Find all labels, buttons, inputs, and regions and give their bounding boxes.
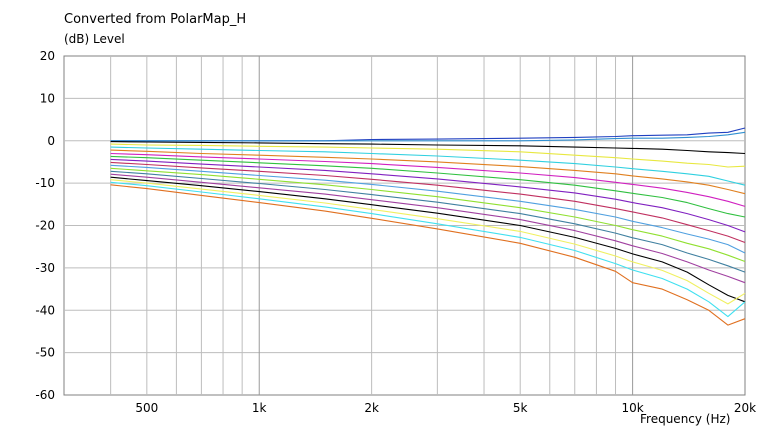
series-line-8	[110, 155, 746, 218]
y-tick-label: -50	[35, 346, 55, 360]
series-line-16	[110, 179, 746, 305]
x-tick-label: 2k	[364, 401, 379, 415]
series-line-4	[110, 143, 746, 168]
x-tick-label: 10k	[621, 401, 643, 415]
series-line-10	[110, 161, 746, 244]
x-tick-label: 20k	[734, 401, 756, 415]
x-axis-label: Frequency (Hz)	[640, 412, 731, 426]
series-layer	[110, 127, 746, 326]
y-tick-label: 0	[47, 134, 55, 148]
series-line-7	[110, 152, 746, 207]
x-tick-label: 5k	[513, 401, 528, 415]
y-axis-label: (dB) Level	[64, 32, 125, 46]
series-line-14	[110, 173, 746, 284]
series-line-2	[110, 131, 746, 142]
y-tick-label: -40	[35, 303, 55, 317]
series-line-5	[110, 146, 746, 186]
series-line-12	[110, 167, 746, 263]
y-tick-labels: 20 10 0 -10 -20 -30 -40 -50 -60	[35, 49, 55, 402]
y-tick-label: -20	[35, 219, 55, 233]
y-tick-label: -30	[35, 261, 55, 275]
x-tick-labels: 500 1k 2k 5k 10k 20k	[135, 401, 756, 415]
series-line-9	[110, 158, 746, 233]
series-line-17	[110, 181, 746, 318]
x-tick-label: 500	[135, 401, 158, 415]
y-tick-label: 20	[40, 49, 55, 63]
series-line-6	[110, 149, 746, 195]
series-line-18	[110, 184, 746, 326]
y-tick-label: 10	[40, 91, 55, 105]
x-tick-label: 1k	[252, 401, 267, 415]
series-line-11	[110, 164, 746, 254]
series-line-15	[110, 176, 746, 303]
y-tick-label: -60	[35, 388, 55, 402]
y-tick-label: -10	[35, 176, 55, 190]
series-line-13	[110, 170, 746, 273]
chart-title: Converted from PolarMap_H	[64, 12, 247, 27]
series-line-3	[110, 141, 746, 155]
